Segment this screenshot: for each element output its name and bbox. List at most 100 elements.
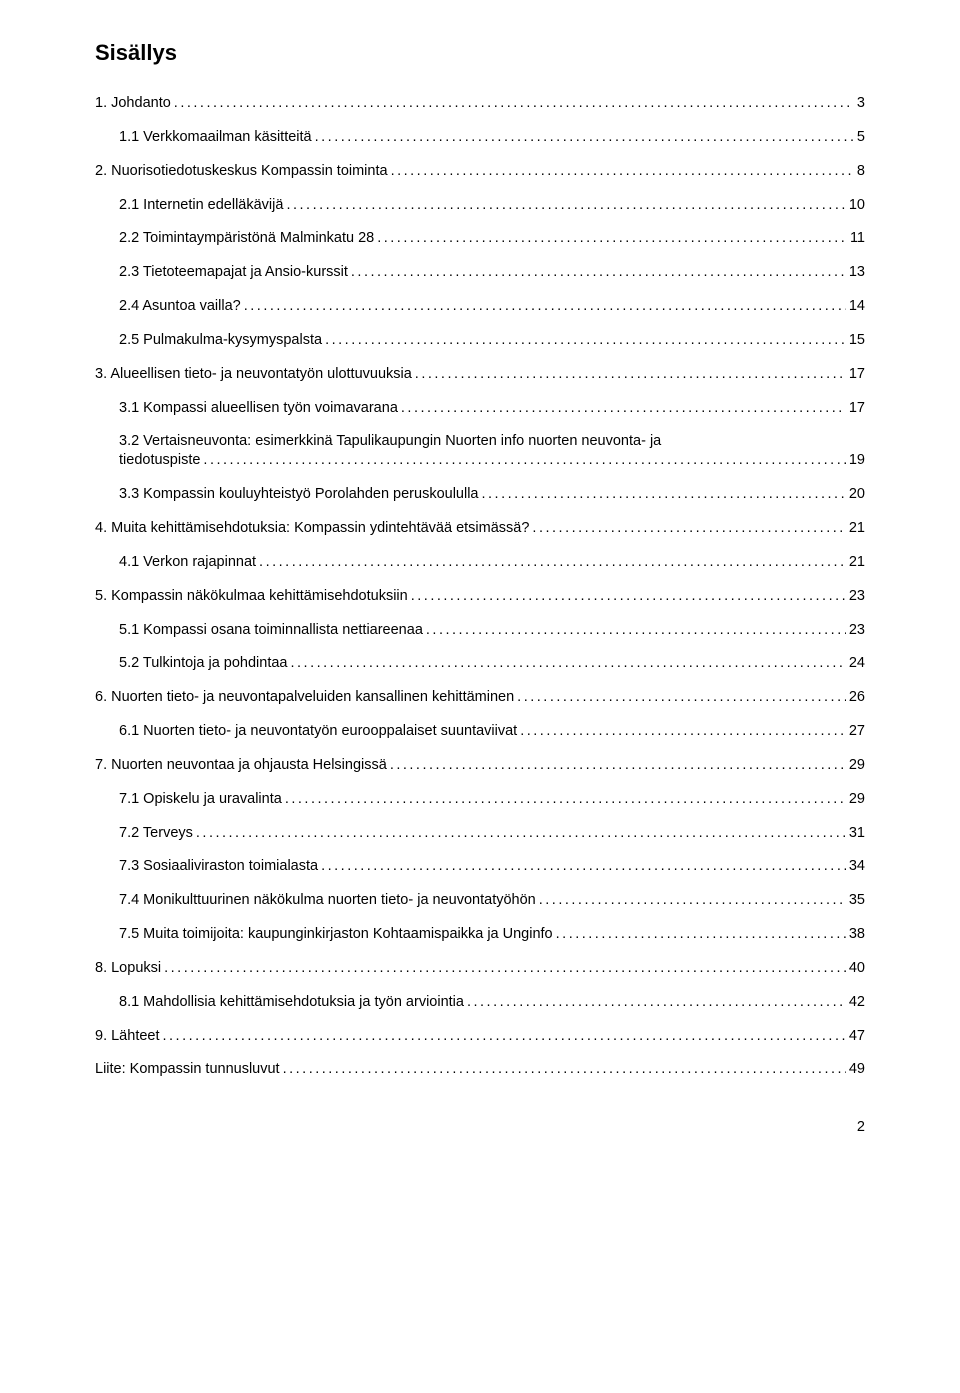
toc-leader-dots xyxy=(259,553,846,572)
toc-entry-label: 8.1 Mahdollisia kehittämisehdotuksia ja … xyxy=(119,993,464,1012)
toc-entry-label: 3.2 Vertaisneuvonta: esimerkkinä Tapulik… xyxy=(119,432,865,451)
toc-entry[interactable]: 3.1 Kompassi alueellisen työn voimavaran… xyxy=(119,399,865,418)
toc-entry-page: 15 xyxy=(849,331,865,350)
toc-leader-dots xyxy=(196,824,846,843)
toc-entry-page: 21 xyxy=(849,519,865,538)
toc-leader-dots xyxy=(411,587,846,606)
toc-entry-page: 14 xyxy=(849,297,865,316)
toc-entry-label: 5.2 Tulkintoja ja pohdintaa xyxy=(119,654,288,673)
toc-leader-dots xyxy=(286,196,845,215)
toc-entry[interactable]: 2.5 Pulmakulma-kysymyspalsta 15 xyxy=(119,331,865,350)
toc-entry-page: 24 xyxy=(849,654,865,673)
toc-leader-dots xyxy=(390,756,846,775)
toc-entry[interactable]: Liite: Kompassin tunnusluvut 49 xyxy=(95,1060,865,1079)
toc-entry-label: Liite: Kompassin tunnusluvut xyxy=(95,1060,280,1079)
toc-leader-dots xyxy=(426,621,846,640)
toc-entry[interactable]: 7.3 Sosiaaliviraston toimialasta 34 xyxy=(119,857,865,876)
toc-entry-page: 34 xyxy=(849,857,865,876)
toc-entry[interactable]: 9. Lähteet 47 xyxy=(95,1027,865,1046)
toc-entry[interactable]: 4.1 Verkon rajapinnat 21 xyxy=(119,553,865,572)
toc-leader-dots xyxy=(351,263,846,282)
toc-entry-page: 49 xyxy=(849,1060,865,1079)
toc-entry-label: 2.3 Tietoteemapajat ja Ansio-kurssit xyxy=(119,263,348,282)
toc-entry-page: 5 xyxy=(857,128,865,147)
toc-entry[interactable]: 2.4 Asuntoa vailla? 14 xyxy=(119,297,865,316)
toc-entry-label: 7.3 Sosiaaliviraston toimialasta xyxy=(119,857,318,876)
toc-entry-label: 2.5 Pulmakulma-kysymyspalsta xyxy=(119,331,322,350)
toc-entry-page: 23 xyxy=(849,621,865,640)
toc-leader-dots xyxy=(203,451,845,470)
toc-leader-dots xyxy=(321,857,846,876)
toc-leader-dots xyxy=(283,1060,846,1079)
toc-entry[interactable]: 7.4 Monikulttuurinen näkökulma nuorten t… xyxy=(119,891,865,910)
toc-leader-dots xyxy=(556,925,846,944)
toc-entry-label: 2.4 Asuntoa vailla? xyxy=(119,297,241,316)
toc-entry[interactable]: 3.3 Kompassin kouluyhteistyö Porolahden … xyxy=(119,485,865,504)
toc-entry-label: 7.4 Monikulttuurinen näkökulma nuorten t… xyxy=(119,891,536,910)
toc-leader-dots xyxy=(539,891,846,910)
toc-leader-dots xyxy=(285,790,846,809)
toc-leader-dots xyxy=(532,519,845,538)
toc-leader-dots xyxy=(467,993,846,1012)
toc-leader-dots xyxy=(244,297,846,316)
toc-entry-label: 2.1 Internetin edelläkävijä xyxy=(119,196,283,215)
toc-entry[interactable]: 4. Muita kehittämisehdotuksia: Kompassin… xyxy=(95,519,865,538)
toc-leader-dots xyxy=(291,654,846,673)
toc-entry[interactable]: 7.2 Terveys 31 xyxy=(119,824,865,843)
toc-entry[interactable]: 8.1 Mahdollisia kehittämisehdotuksia ja … xyxy=(119,993,865,1012)
toc-leader-dots xyxy=(415,365,846,384)
toc-entry-page: 27 xyxy=(849,722,865,741)
toc-entry[interactable]: 2.2 Toimintaympäristönä Malminkatu 28 11 xyxy=(119,229,865,248)
toc-entry[interactable]: 7. Nuorten neuvontaa ja ohjausta Helsing… xyxy=(95,756,865,775)
toc-entry-label: 6.1 Nuorten tieto- ja neuvontatyön euroo… xyxy=(119,722,517,741)
toc-entry-page: 31 xyxy=(849,824,865,843)
toc-entry[interactable]: 7.1 Opiskelu ja uravalinta 29 xyxy=(119,790,865,809)
toc-entry-page: 40 xyxy=(849,959,865,978)
toc-entry-label: 7.2 Terveys xyxy=(119,824,193,843)
toc-entry-label: 8. Lopuksi xyxy=(95,959,161,978)
toc-entry-label: 7. Nuorten neuvontaa ja ohjausta Helsing… xyxy=(95,756,387,775)
toc-entry-page: 29 xyxy=(849,756,865,775)
toc-entry[interactable]: 3. Alueellisen tieto- ja neuvontatyön ul… xyxy=(95,365,865,384)
toc-leader-dots xyxy=(174,94,854,113)
toc-leader-dots xyxy=(315,128,854,147)
toc-entry[interactable]: 8. Lopuksi 40 xyxy=(95,959,865,978)
toc-entry-label: tiedotuspiste xyxy=(119,451,200,470)
toc-entry[interactable]: 5. Kompassin näkökulmaa kehittämisehdotu… xyxy=(95,587,865,606)
toc-leader-dots xyxy=(482,485,846,504)
toc-entry-label: 6. Nuorten tieto- ja neuvontapalveluiden… xyxy=(95,688,514,707)
toc-entry-label: 2. Nuorisotiedotuskeskus Kompassin toimi… xyxy=(95,162,388,181)
toc-entry-label: 3.3 Kompassin kouluyhteistyö Porolahden … xyxy=(119,485,479,504)
toc-entry[interactable]: 7.5 Muita toimijoita: kaupunginkirjaston… xyxy=(119,925,865,944)
toc-entry[interactable]: 2.1 Internetin edelläkävijä 10 xyxy=(119,196,865,215)
toc-entry-label: 3.1 Kompassi alueellisen työn voimavaran… xyxy=(119,399,398,418)
toc-entry-label: 4.1 Verkon rajapinnat xyxy=(119,553,256,572)
toc-entry-label: 9. Lähteet xyxy=(95,1027,160,1046)
toc-entry[interactable]: 5.2 Tulkintoja ja pohdintaa 24 xyxy=(119,654,865,673)
toc-leader-dots xyxy=(517,688,846,707)
toc-entry-page: 17 xyxy=(849,365,865,384)
toc-entry-label: 3. Alueellisen tieto- ja neuvontatyön ul… xyxy=(95,365,412,384)
toc-entry[interactable]: 6.1 Nuorten tieto- ja neuvontatyön euroo… xyxy=(119,722,865,741)
toc-entry-label: 7.5 Muita toimijoita: kaupunginkirjaston… xyxy=(119,925,553,944)
toc-entry-label: 5. Kompassin näkökulmaa kehittämisehdotu… xyxy=(95,587,408,606)
toc-leader-dots xyxy=(164,959,846,978)
toc-entry-page: 20 xyxy=(849,485,865,504)
toc-leader-dots xyxy=(520,722,846,741)
toc-entry[interactable]: 2. Nuorisotiedotuskeskus Kompassin toimi… xyxy=(95,162,865,181)
toc-entry-page: 10 xyxy=(849,196,865,215)
toc-entry[interactable]: 6. Nuorten tieto- ja neuvontapalveluiden… xyxy=(95,688,865,707)
toc-entry[interactable]: 1.1 Verkkomaailman käsitteitä 5 xyxy=(119,128,865,147)
toc-entry[interactable]: 3.2 Vertaisneuvonta: esimerkkinä Tapulik… xyxy=(119,432,865,470)
toc-leader-dots xyxy=(377,229,847,248)
toc-entry-page: 17 xyxy=(849,399,865,418)
toc-entry-page: 29 xyxy=(849,790,865,809)
toc-entry-label: 1. Johdanto xyxy=(95,94,171,113)
toc-entry-page: 38 xyxy=(849,925,865,944)
toc-entry-page: 3 xyxy=(857,94,865,113)
toc-entry[interactable]: 2.3 Tietoteemapajat ja Ansio-kurssit 13 xyxy=(119,263,865,282)
toc-entry-label: 2.2 Toimintaympäristönä Malminkatu 28 xyxy=(119,229,374,248)
toc-leader-dots xyxy=(325,331,846,350)
toc-entry[interactable]: 5.1 Kompassi osana toiminnallista nettia… xyxy=(119,621,865,640)
toc-entry[interactable]: 1. Johdanto 3 xyxy=(95,94,865,113)
